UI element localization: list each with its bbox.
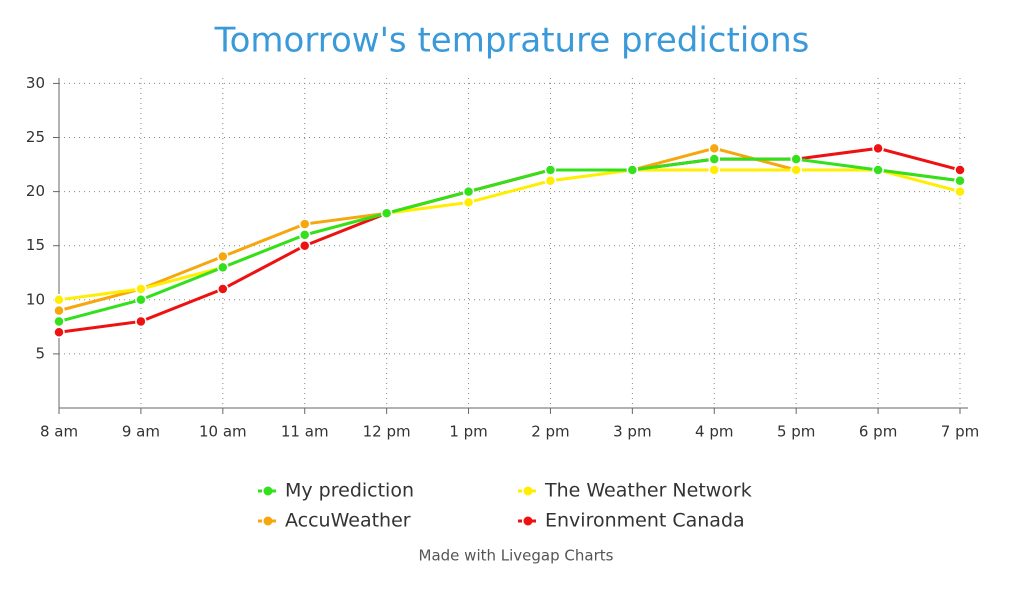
data-point	[53, 304, 65, 317]
data-point	[544, 175, 557, 187]
data-point	[790, 164, 802, 176]
x-tick-label: 11 am	[281, 423, 329, 441]
x-tick-label: 5 pm	[777, 423, 815, 441]
data-point	[954, 164, 966, 176]
y-tick-label: 20	[26, 182, 45, 200]
data-point	[544, 164, 557, 176]
x-tick-label: 2 pm	[531, 423, 569, 441]
data-point	[298, 239, 311, 252]
data-point	[708, 142, 721, 155]
data-point	[954, 175, 966, 187]
data-point	[708, 153, 721, 165]
legend-label: Environment Canada	[545, 510, 745, 532]
data-point	[217, 250, 229, 263]
series-line	[58, 168, 961, 302]
x-tick-label: 10 am	[199, 423, 247, 441]
legend-label: My prediction	[285, 480, 414, 502]
x-tick-label: 8 am	[40, 423, 78, 441]
data-point	[298, 218, 311, 230]
x-tick-label: 6 pm	[859, 423, 897, 441]
series-line	[58, 146, 961, 313]
series-line	[58, 146, 961, 334]
data-point	[872, 164, 884, 176]
data-point	[298, 229, 311, 241]
data-point	[708, 164, 721, 176]
data-point	[954, 185, 966, 198]
legend-label: AccuWeather	[285, 510, 411, 532]
data-point	[380, 207, 393, 219]
data-point	[217, 283, 229, 295]
chart-title: Tomorrow's temprature predictions	[214, 21, 810, 61]
data-point	[53, 294, 65, 306]
x-tick-label: 4 pm	[695, 423, 733, 441]
legend-marker	[523, 486, 533, 496]
data-point	[135, 294, 147, 306]
legend-marker	[263, 486, 273, 496]
legend-label: The Weather Network	[544, 480, 752, 502]
data-point	[872, 142, 884, 155]
y-tick-label: 25	[26, 128, 45, 146]
x-tick-label: 7 pm	[941, 423, 979, 441]
x-tick-label: 1 pm	[449, 423, 487, 441]
x-tick-label: 12 pm	[363, 423, 411, 441]
data-point	[626, 164, 639, 176]
series-line	[58, 157, 961, 323]
y-tick-label: 15	[26, 236, 45, 254]
y-tick-label: 10	[26, 290, 45, 308]
x-tick-label: 9 am	[122, 423, 160, 441]
data-point	[53, 315, 65, 328]
y-tick-label: 30	[26, 74, 45, 92]
legend-marker	[523, 516, 533, 526]
data-point	[462, 196, 475, 209]
footer: Made with Livegap Charts	[419, 547, 614, 565]
data-point	[790, 153, 802, 165]
legend-marker	[263, 516, 273, 526]
data-point	[217, 261, 229, 274]
x-tick-label: 3 pm	[613, 423, 651, 441]
data-point	[462, 185, 475, 198]
y-tick-label: 5	[35, 344, 45, 362]
data-point	[135, 315, 147, 328]
data-point	[135, 283, 147, 295]
data-point	[53, 326, 65, 339]
